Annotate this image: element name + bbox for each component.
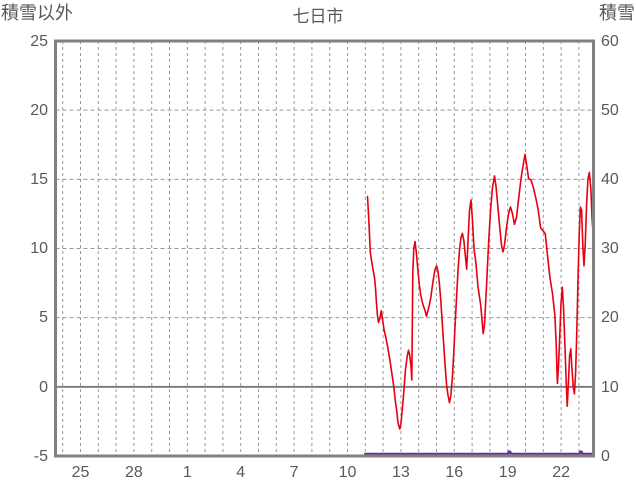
- svg-text:60: 60: [601, 33, 619, 50]
- svg-text:15: 15: [30, 171, 48, 188]
- svg-text:10: 10: [339, 464, 357, 481]
- svg-text:25: 25: [30, 33, 48, 50]
- svg-text:19: 19: [499, 464, 517, 481]
- svg-text:20: 20: [601, 309, 619, 326]
- svg-text:4: 4: [236, 464, 245, 481]
- svg-text:10: 10: [601, 379, 619, 396]
- svg-text:0: 0: [601, 448, 610, 465]
- svg-text:22: 22: [552, 464, 570, 481]
- svg-text:28: 28: [125, 464, 143, 481]
- svg-text:30: 30: [601, 240, 619, 257]
- svg-text:50: 50: [601, 102, 619, 119]
- svg-text:0: 0: [39, 379, 48, 396]
- svg-text:13: 13: [392, 464, 410, 481]
- svg-text:10: 10: [30, 240, 48, 257]
- svg-text:5: 5: [39, 309, 48, 326]
- svg-text:16: 16: [445, 464, 463, 481]
- svg-text:-5: -5: [34, 448, 48, 465]
- svg-text:20: 20: [30, 102, 48, 119]
- svg-text:7: 7: [290, 464, 299, 481]
- svg-text:40: 40: [601, 171, 619, 188]
- svg-text:1: 1: [183, 464, 192, 481]
- svg-text:七日市: 七日市: [293, 7, 344, 26]
- svg-text:積雪以外: 積雪以外: [1, 3, 73, 23]
- svg-text:25: 25: [72, 464, 90, 481]
- svg-text:積雪: 積雪: [599, 3, 635, 23]
